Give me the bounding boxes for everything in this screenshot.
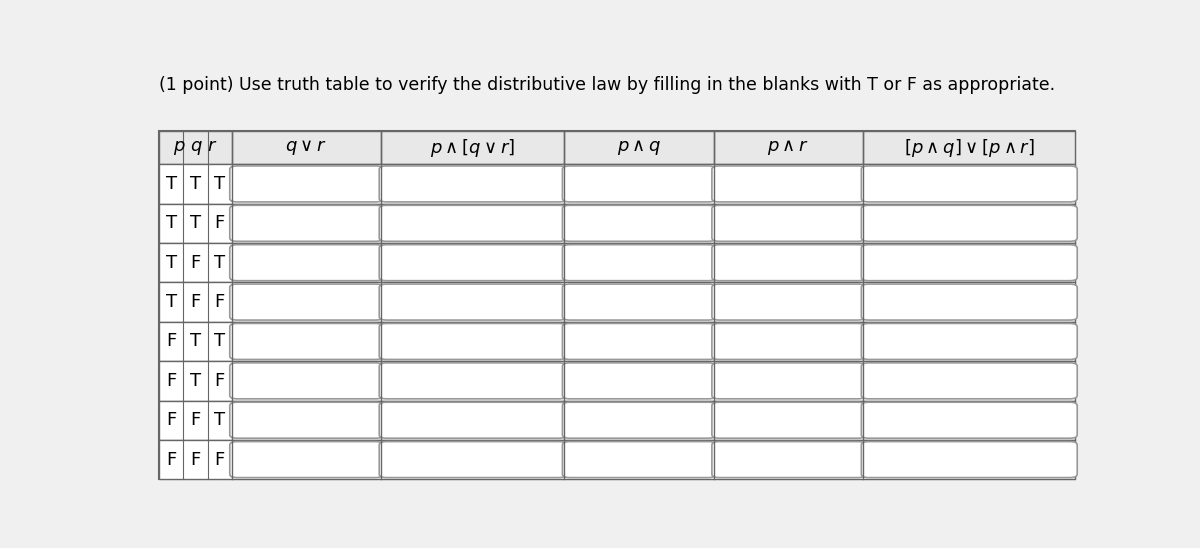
Bar <box>160 164 1075 204</box>
Bar <box>160 243 1075 282</box>
FancyBboxPatch shape <box>862 245 1078 281</box>
Text: F: F <box>191 411 200 429</box>
FancyBboxPatch shape <box>229 284 383 320</box>
FancyBboxPatch shape <box>563 245 715 281</box>
Bar <box>160 131 232 164</box>
Text: F: F <box>191 293 200 311</box>
FancyBboxPatch shape <box>229 245 383 281</box>
FancyBboxPatch shape <box>229 402 383 438</box>
Text: F: F <box>191 254 200 272</box>
FancyBboxPatch shape <box>712 402 865 438</box>
Text: $[p \wedge q] \vee [p \wedge r]$: $[p \wedge q] \vee [p \wedge r]$ <box>904 136 1034 159</box>
Text: F: F <box>191 450 200 469</box>
Bar <box>160 401 1075 440</box>
Bar <box>160 361 1075 401</box>
Bar <box>863 131 1075 164</box>
Text: F: F <box>215 372 224 390</box>
Text: F: F <box>167 411 176 429</box>
Bar <box>232 131 382 164</box>
Bar <box>160 204 1075 243</box>
Text: F: F <box>167 450 176 469</box>
Bar <box>160 204 1075 243</box>
Text: $p \wedge q$: $p \wedge q$ <box>617 138 661 157</box>
Text: T: T <box>190 333 202 351</box>
Text: T: T <box>190 372 202 390</box>
Bar <box>160 440 1075 480</box>
FancyBboxPatch shape <box>563 442 715 478</box>
FancyBboxPatch shape <box>229 323 383 359</box>
Text: T: T <box>166 293 176 311</box>
Text: T: T <box>166 254 176 272</box>
FancyBboxPatch shape <box>379 323 566 359</box>
Bar <box>382 131 564 164</box>
Text: T: T <box>214 175 226 193</box>
FancyBboxPatch shape <box>229 442 383 478</box>
FancyBboxPatch shape <box>229 363 383 399</box>
FancyBboxPatch shape <box>862 363 1078 399</box>
FancyBboxPatch shape <box>712 166 865 202</box>
Text: F: F <box>167 372 176 390</box>
FancyBboxPatch shape <box>862 284 1078 320</box>
FancyBboxPatch shape <box>563 206 715 241</box>
Bar <box>160 131 1075 480</box>
FancyBboxPatch shape <box>379 245 566 281</box>
FancyBboxPatch shape <box>862 402 1078 438</box>
Bar <box>160 131 1075 480</box>
FancyBboxPatch shape <box>229 166 383 202</box>
Text: T: T <box>166 214 176 232</box>
FancyBboxPatch shape <box>862 206 1078 241</box>
FancyBboxPatch shape <box>229 206 383 241</box>
Bar <box>160 164 1075 204</box>
Bar <box>160 322 1075 361</box>
FancyBboxPatch shape <box>379 363 566 399</box>
FancyBboxPatch shape <box>712 206 865 241</box>
FancyBboxPatch shape <box>379 442 566 478</box>
FancyBboxPatch shape <box>862 323 1078 359</box>
FancyBboxPatch shape <box>379 206 566 241</box>
Text: T: T <box>166 175 176 193</box>
Text: T: T <box>214 333 226 351</box>
FancyBboxPatch shape <box>379 166 566 202</box>
FancyBboxPatch shape <box>712 323 865 359</box>
Bar <box>564 131 714 164</box>
FancyBboxPatch shape <box>712 363 865 399</box>
FancyBboxPatch shape <box>563 166 715 202</box>
Text: F: F <box>215 293 224 311</box>
Bar <box>160 282 1075 322</box>
Text: T: T <box>190 214 202 232</box>
Text: (1 point) Use truth table to verify the distributive law by filling in the blank: (1 point) Use truth table to verify the … <box>160 76 1056 94</box>
Text: $p \wedge r$: $p \wedge r$ <box>768 138 810 157</box>
FancyBboxPatch shape <box>712 245 865 281</box>
Text: $q \vee r$: $q \vee r$ <box>286 138 328 157</box>
Text: $p \wedge [q \vee r]$: $p \wedge [q \vee r]$ <box>430 136 515 159</box>
FancyBboxPatch shape <box>712 442 865 478</box>
FancyBboxPatch shape <box>712 284 865 320</box>
Bar <box>160 131 1075 164</box>
FancyBboxPatch shape <box>862 442 1078 478</box>
FancyBboxPatch shape <box>563 284 715 320</box>
Bar <box>714 131 863 164</box>
Text: F: F <box>167 333 176 351</box>
Bar <box>160 243 1075 282</box>
Text: T: T <box>190 175 202 193</box>
FancyBboxPatch shape <box>563 363 715 399</box>
Bar <box>160 440 1075 480</box>
Bar <box>160 282 1075 322</box>
Bar <box>160 361 1075 401</box>
FancyBboxPatch shape <box>379 284 566 320</box>
Text: T: T <box>214 254 226 272</box>
Text: T: T <box>214 411 226 429</box>
Text: $p\ q\ r$: $p\ q\ r$ <box>173 138 218 157</box>
Text: F: F <box>215 214 224 232</box>
FancyBboxPatch shape <box>862 166 1078 202</box>
FancyBboxPatch shape <box>379 402 566 438</box>
Text: F: F <box>215 450 224 469</box>
Bar <box>160 401 1075 440</box>
FancyBboxPatch shape <box>563 402 715 438</box>
FancyBboxPatch shape <box>563 323 715 359</box>
Bar <box>160 322 1075 361</box>
